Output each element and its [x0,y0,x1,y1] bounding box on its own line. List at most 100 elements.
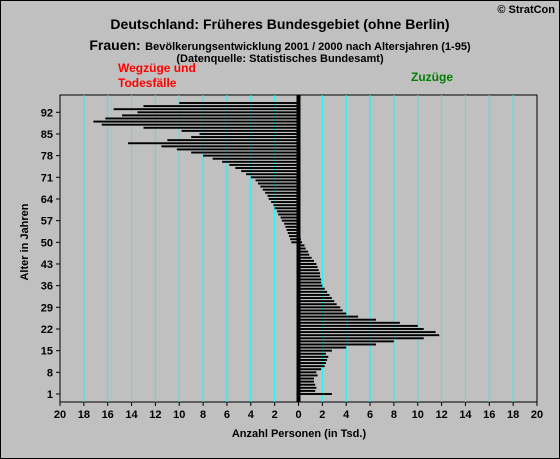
x-tick-label: 16 [483,409,495,421]
bar-left [278,213,299,216]
bar-right [298,355,329,358]
bar-right [298,278,322,281]
y-tick-label: 43 [41,259,53,271]
y-tick-label: 64 [41,194,54,206]
bar-right [298,328,424,330]
bar-left [280,216,299,219]
bar-right [298,284,323,287]
x-tick-label: 10 [173,409,185,421]
bar-left [105,117,299,120]
y-tick-label: 78 [41,151,53,163]
x-tick-label: 8 [391,409,397,421]
y-tick-label: 1 [47,389,53,401]
bar-right [298,343,377,346]
x-tick-label: 12 [149,409,161,421]
y-tick-label: 57 [41,216,53,228]
y-tick-label: 92 [41,107,53,119]
bar-right [298,250,309,253]
bar-right [298,290,328,293]
bar-right [298,253,310,256]
bar-left [229,163,299,166]
y-tick-label: 8 [47,367,53,379]
x-axis-title: Anzahl Personen (in Tsd.) [231,428,367,440]
bar-left [101,123,299,126]
x-tick-label: 18 [507,409,519,421]
x-tick-label: 0 [295,409,301,421]
bar-left [246,173,299,176]
bar-right [298,393,332,395]
x-tick-label: 20 [54,409,66,421]
x-tick-label: 4 [343,409,350,421]
x-tick-label: 16 [102,409,114,421]
bar-right [298,368,322,371]
bar-left [274,207,299,210]
bar-right [298,244,305,247]
bar-left [262,188,299,191]
bar-right [298,386,317,389]
bar-right [298,346,347,349]
bar-right [298,352,326,355]
bar-left [161,145,299,148]
bar-left [181,129,299,132]
bar-left [265,191,299,194]
bar-right [298,358,328,361]
bar-left [255,179,299,182]
copyright-label: © StratCon [497,4,555,16]
subtitle-prefix: Frauen: [89,37,141,53]
x-tick-label: 10 [412,409,424,421]
subtitle-text: Bevölkerungsentwicklung 2001 / 2000 nach… [145,41,471,53]
legend-left-label: Wegzüge und Todesfälle [118,61,196,90]
bar-left [122,114,299,117]
y-tick-label: 50 [41,237,53,249]
bar-right [298,272,320,275]
bar-left [203,154,299,157]
y-axis-title: Alter in Jahren [19,203,31,281]
bar-left [250,176,299,179]
bar-right [298,362,326,365]
bar-left [260,185,299,188]
bar-right [298,324,418,327]
bar-left [288,235,299,238]
bar-right [298,247,306,250]
bar-left [143,126,299,129]
bar-right [298,306,341,309]
x-tick-label: 2 [319,409,325,421]
y-tick-label: 36 [41,281,53,293]
chart-subtitle: Frauen: Bevölkerungsentwicklung 2001 / 2… [1,37,559,55]
bar-right [298,275,320,278]
bar-right [298,380,315,383]
bar-right [298,303,337,306]
bar-left [176,148,299,151]
bar-left [167,139,299,142]
bar-left [285,225,299,228]
bar-right [298,269,319,272]
bar-right [298,331,436,334]
x-tick-label: 14 [125,409,138,421]
bar-left [291,241,299,244]
x-tick-label: 18 [78,409,90,421]
bar-right [298,312,347,315]
bar-right [298,256,312,259]
bar-left [127,142,299,145]
bar-right [298,297,332,299]
bar-right [298,287,325,290]
bar-right [298,389,316,392]
bar-left [268,198,299,200]
bar-right [298,315,359,318]
bar-left [235,167,299,169]
y-tick-label: 22 [41,324,53,336]
bar-left [191,136,299,139]
bar-left [267,194,299,197]
y-tick-label: 85 [41,129,53,141]
x-tick-label: 20 [531,409,543,421]
bar-left [286,228,299,231]
bar-left [222,160,299,163]
bar-left [241,170,299,173]
bar-right [298,263,317,265]
bar-left [257,182,299,185]
bar-right [298,266,318,269]
bar-right [298,318,377,321]
bar-right [298,300,335,303]
legend-right-label: Zuzüge [411,70,453,84]
